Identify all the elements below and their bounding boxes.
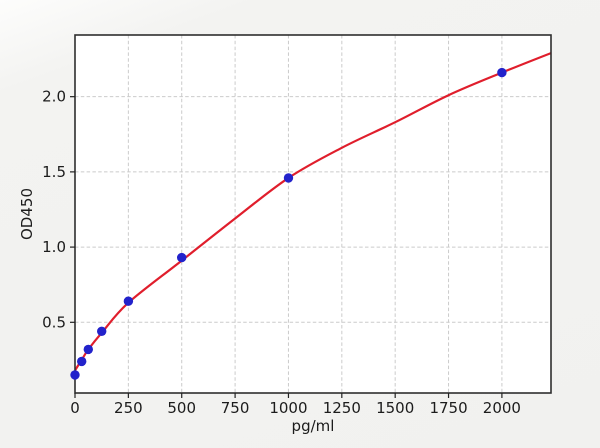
x-tick-label: 1750 [429,399,467,417]
y-axis-label: OD450 [18,188,36,240]
x-tick-label: 1250 [323,399,361,417]
data-point [83,344,94,355]
data-point [497,67,507,78]
data-point [177,252,187,263]
data-point [97,326,107,336]
data-point [123,296,134,306]
x-axis-label: pg/ml [291,417,335,435]
x-tick-label: 1500 [376,399,414,417]
y-tick-label: 1.5 [42,163,66,181]
x-tick-label: 250 [114,399,143,417]
x-tick-label: 750 [221,399,250,417]
plot-area [75,35,551,393]
data-point [283,173,294,183]
y-tick-label: 2.0 [42,88,66,106]
x-tick-label: 2000 [483,399,521,417]
x-tick-label: 0 [70,399,80,417]
data-point [70,370,80,380]
y-tick-label: 0.5 [42,313,66,331]
x-tick-label: 1000 [269,399,307,417]
y-tick-label: 1.0 [42,238,66,256]
data-point [77,356,87,367]
x-tick-label: 500 [167,399,196,417]
plot-border [74,34,552,394]
